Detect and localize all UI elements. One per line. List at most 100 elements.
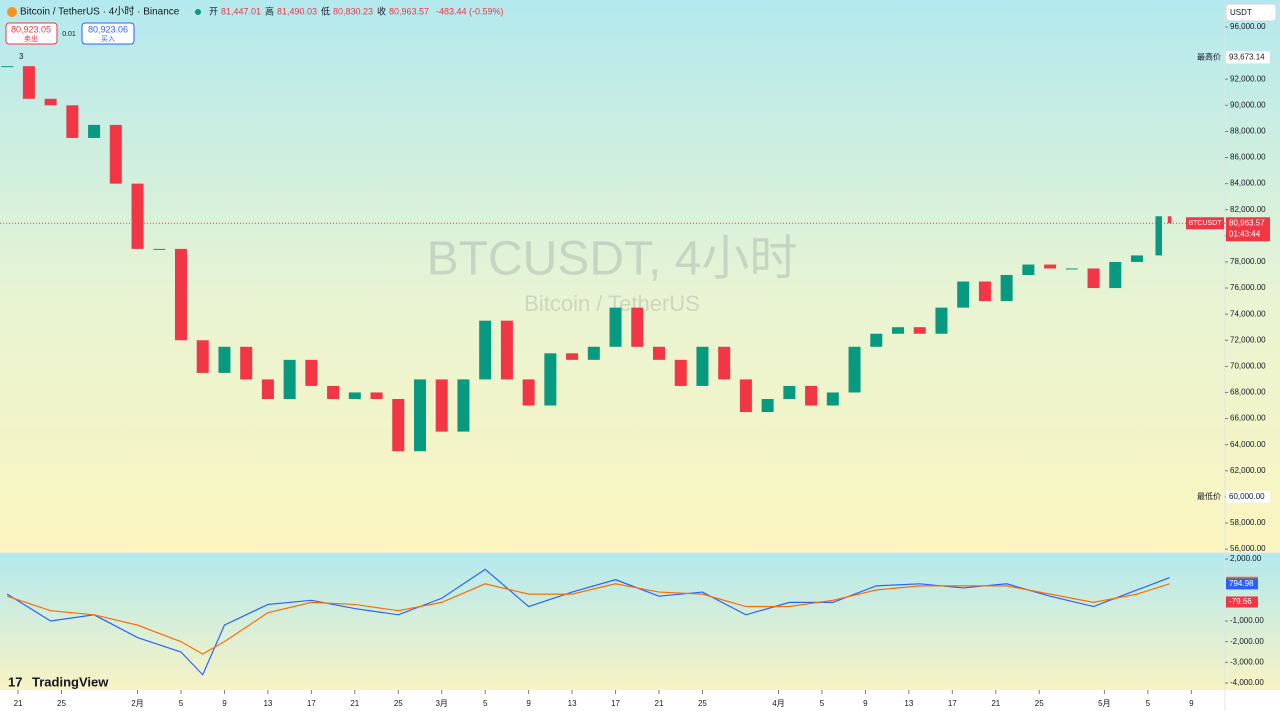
candle — [1167, 216, 1172, 224]
x-tick-label: 9 — [863, 699, 868, 708]
time-axis — [0, 690, 1280, 711]
y-tick-label: 66,000.00 — [1230, 414, 1266, 423]
spread: 0.01 — [62, 31, 76, 38]
x-tick-label: 5 — [820, 699, 825, 708]
ohlc-value: 80,963.57 — [389, 6, 429, 16]
y-tick-label: 92,000.00 — [1230, 74, 1266, 83]
x-tick-label: 5月 — [1098, 699, 1110, 708]
candle — [892, 327, 905, 334]
currency-select[interactable] — [1225, 3, 1277, 22]
ohlc-label: 开 — [209, 6, 218, 16]
candle — [1131, 255, 1144, 262]
x-tick-label: 17 — [307, 699, 316, 708]
y-tick-label: 56,000.00 — [1230, 544, 1266, 553]
x-tick-label: 13 — [263, 699, 272, 708]
candle — [435, 379, 448, 432]
ohlc-label: 高 — [265, 5, 274, 16]
y-tick-label: 70,000.00 — [1230, 361, 1266, 370]
x-tick-label: 5 — [483, 699, 488, 708]
candle — [718, 346, 731, 380]
y-tick-label: 58,000.00 — [1230, 518, 1266, 527]
buy-button[interactable] — [81, 22, 135, 45]
y-tick-label: 62,000.00 — [1230, 466, 1266, 475]
candle — [826, 392, 839, 406]
y-tick-label: -3,000.00 — [1230, 657, 1264, 666]
candle — [305, 359, 318, 386]
candle — [88, 124, 101, 138]
candle — [327, 385, 340, 399]
x-tick-label: 2月 — [131, 699, 143, 708]
y-tick-label: -4,000.00 — [1230, 678, 1264, 687]
low-badge — [1226, 490, 1270, 503]
candle — [739, 379, 752, 413]
macd-badge — [1226, 596, 1258, 608]
candle — [609, 307, 622, 347]
x-tick-label: 9 — [222, 699, 227, 708]
y-tick-label: 76,000.00 — [1230, 283, 1266, 292]
x-tick-label: 5 — [1146, 699, 1151, 708]
candle — [196, 340, 209, 373]
x-tick-label: 21 — [991, 699, 1000, 708]
candle — [805, 385, 818, 406]
candle — [500, 320, 513, 380]
price-pane — [0, 0, 1280, 553]
x-tick-label: 9 — [1189, 699, 1194, 708]
candle — [392, 398, 405, 452]
x-tick-label: 21 — [350, 699, 359, 708]
x-tick-label: 4月 — [772, 699, 784, 708]
ohlc-label: 收 — [377, 5, 386, 16]
price-badge-label: 80,963.57 — [1229, 218, 1265, 227]
sell-price: 80,923.05 — [11, 24, 51, 34]
x-tick-label: 25 — [1035, 699, 1044, 708]
candle — [1087, 268, 1100, 289]
candle — [957, 281, 970, 308]
candle — [109, 124, 122, 184]
x-tick-label: 9 — [526, 699, 531, 708]
sell-button[interactable] — [5, 22, 58, 45]
y-tick-label: 96,000.00 — [1230, 22, 1266, 31]
status-dot — [195, 9, 201, 15]
candle — [522, 379, 535, 406]
y-tick-label: -2,000.00 — [1230, 637, 1264, 646]
y-tick-label: 74,000.00 — [1230, 309, 1266, 318]
y-tick-label: 2,000.00 — [1230, 554, 1262, 563]
candle — [479, 320, 492, 380]
coin-icon — [7, 7, 17, 17]
candle — [131, 183, 144, 249]
y-tick-label: 78,000.00 — [1230, 257, 1266, 266]
candle — [348, 392, 361, 399]
candle — [218, 346, 231, 373]
candle — [544, 353, 557, 406]
macd-pane — [0, 553, 1280, 690]
candle — [913, 327, 926, 334]
candle — [1065, 268, 1078, 270]
change: -483.44 (-0.59%) — [436, 6, 504, 16]
ohlc-value: 81,447.01 — [221, 6, 261, 16]
candle — [587, 346, 600, 360]
symbol-badge — [1186, 217, 1224, 230]
x-tick-label: 17 — [948, 699, 957, 708]
x-tick-label: 25 — [698, 699, 707, 708]
candle — [1044, 264, 1057, 269]
candle — [261, 379, 274, 399]
currency: USDT — [1230, 8, 1252, 17]
low-name: 最低价 — [1197, 491, 1221, 501]
candle — [870, 333, 883, 347]
x-tick-label: 25 — [57, 699, 66, 708]
x-tick-label: 25 — [394, 699, 403, 708]
candle — [566, 353, 579, 360]
x-tick-label: 21 — [14, 699, 23, 708]
candle — [1000, 274, 1013, 302]
candle — [370, 392, 383, 399]
macd-line — [6, 583, 1170, 655]
candle — [413, 379, 426, 452]
y-tick-label: 68,000.00 — [1230, 388, 1266, 397]
symbol: Bitcoin / TetherUS · 4小时 · Binance — [20, 6, 180, 18]
candle — [240, 346, 253, 380]
y-tick-label: 72,000.00 — [1230, 335, 1266, 344]
watermark-title: BTCUSDT, 4小时 — [427, 233, 798, 286]
candle — [1, 66, 14, 68]
buy-label: 买入 — [101, 35, 115, 43]
candle — [761, 398, 774, 413]
